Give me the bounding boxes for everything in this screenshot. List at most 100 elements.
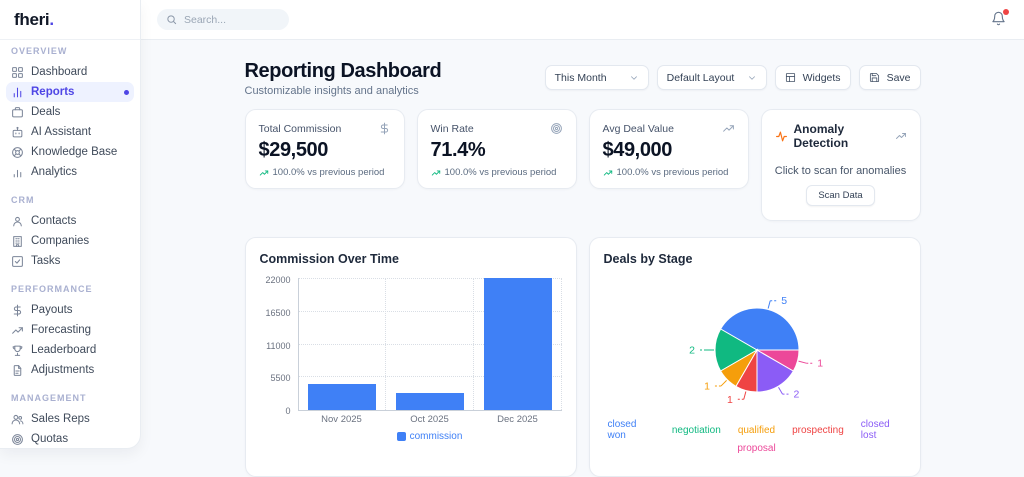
legend-item-prospecting[interactable]: prospecting [788, 419, 844, 441]
trending-up-icon [722, 122, 735, 135]
save-icon [869, 72, 880, 83]
legend-item-negotiation[interactable]: negotiation [668, 419, 721, 441]
target-icon [550, 122, 563, 135]
trending-up-icon [431, 168, 441, 178]
topbar [141, 0, 1024, 40]
period-select[interactable]: This Month [544, 65, 649, 90]
bar-chart: 0 5500 11000 16500 22000 [260, 275, 562, 416]
pie-chart-legend: closed won negotiation qualified prospectin… [604, 419, 906, 454]
legend-item-closed-won[interactable]: closed won [604, 419, 655, 441]
x-tick-label: Nov 2025 [321, 414, 362, 425]
sidebar-item-deals[interactable]: Deals [6, 102, 134, 122]
kpi-card-avg-deal-value: Avg Deal Value $49,000 100.0% vs previous … [588, 109, 749, 189]
knowledge-base-icon [11, 146, 24, 159]
sidebar-item-label: Forecasting [31, 324, 92, 336]
charts-row: Commission Over Time 0 5500 11000 16500 2200… [244, 237, 921, 477]
y-tick-label: 22000 [265, 275, 291, 286]
legend-item-qualified[interactable]: qualified [734, 419, 775, 441]
legend-label: proposal [737, 443, 776, 454]
gridline [298, 311, 562, 313]
logo: fheri. [0, 0, 140, 40]
trending-up-icon [895, 130, 907, 142]
pie-data-label: 2 [793, 389, 799, 401]
sidebar-item-knowledge-base[interactable]: Knowledge Base [6, 142, 134, 162]
pie-data-label: 5 [781, 295, 787, 307]
legend-item-closed-lost[interactable]: closed lost [857, 419, 906, 441]
dollar-icon [378, 122, 391, 135]
kpi-label: Avg Deal Value [602, 122, 674, 135]
sidebar-item-ai-assistant[interactable]: AI Assistant [6, 122, 134, 142]
tasks-icon [11, 255, 24, 268]
analytics-icon [11, 166, 24, 179]
pie-data-label: 1 [704, 381, 710, 393]
y-tick-label: 11000 [266, 340, 291, 351]
search-icon [166, 14, 177, 25]
kpi-trend-text: 100.0% vs previous period [272, 167, 385, 178]
anomaly-message: Click to scan for anomalies [774, 165, 907, 177]
gridline-vertical [385, 278, 387, 410]
sidebar-item-forecasting[interactable]: Forecasting [6, 320, 134, 340]
notifications-button[interactable] [989, 8, 1009, 31]
chevron-down-icon [747, 73, 757, 83]
sidebar-item-label: Quotas [31, 433, 69, 445]
legend-label: commission [409, 431, 463, 442]
sidebar-item-tasks[interactable]: Tasks [6, 251, 134, 271]
legend-item-proposal[interactable]: proposal [733, 443, 775, 454]
pie-slice-negotiation [714, 328, 758, 372]
pie-slice-closed-lost [756, 349, 794, 393]
y-tick-label: 0 [285, 406, 291, 416]
kpi-value: $49,000 [602, 139, 673, 161]
scan-data-button[interactable]: Scan Data [806, 185, 875, 206]
period-select-value: This Month [554, 71, 607, 84]
legend-label: qualified [737, 424, 776, 436]
widgets-button[interactable]: Widgets [774, 65, 851, 90]
sidebar-item-adjustments[interactable]: Adjustments [6, 360, 134, 380]
kpi-value: $29,500 [258, 139, 329, 161]
legend-label: closed lost [860, 419, 890, 441]
sidebar-item-companies[interactable]: Companies [6, 231, 134, 251]
pie-label-line [777, 386, 783, 395]
sidebar: fheri. OVERVIEW Dashboard Reports Deals AI A… [0, 0, 141, 449]
sidebar-item-label: Knowledge Base [31, 146, 118, 158]
sidebar-item-label: AI Assistant [31, 126, 92, 138]
anomaly-card-title: Anomaly Detection [793, 122, 849, 150]
sidebar-item-label: Deals [31, 106, 61, 118]
sidebar-item-contacts[interactable]: Contacts [6, 211, 134, 231]
gridline-vertical [560, 278, 562, 410]
search-input[interactable] [157, 9, 289, 30]
sidebar-item-quotas[interactable]: Quotas [6, 429, 134, 449]
sidebar-item-reports[interactable]: Reports [6, 82, 134, 102]
sidebar-item-analytics[interactable]: Analytics [6, 162, 134, 182]
sidebar-item-leaderboard[interactable]: Leaderboard [6, 340, 134, 360]
kpi-trend-text: 100.0% vs previous period [616, 167, 729, 178]
deals-icon [11, 106, 24, 119]
kpi-row: Total Commission $29,500 100.0% vs previou… [244, 109, 921, 221]
sidebar-item-payouts[interactable]: Payouts [6, 300, 134, 320]
pie-chart: 5 2 1 1 2 1 [604, 278, 906, 416]
page-title: Reporting Dashboard [244, 60, 442, 82]
kpi-trend: 100.0% vs previous period [603, 167, 735, 178]
x-tick-label: Oct 2025 [410, 414, 449, 425]
contacts-icon [11, 215, 24, 228]
kpi-trend: 100.0% vs previous period [431, 167, 563, 178]
anomaly-detection-card[interactable]: Anomaly Detection Click to scan for anom… [760, 109, 921, 221]
sidebar-item-label: Adjustments [31, 364, 95, 376]
bar-chart-legend: commission [298, 431, 562, 442]
legend-item-commission[interactable]: commission [396, 431, 463, 442]
reports-icon [11, 86, 24, 99]
save-button[interactable]: Save [858, 65, 921, 90]
sidebar-item-dashboard[interactable]: Dashboard [6, 62, 134, 82]
kpi-card-header: Win Rate [431, 122, 563, 135]
pie-data-label: 1 [817, 358, 823, 370]
bar-chart-y-axis: 0 5500 11000 16500 22000 [260, 275, 298, 416]
pie-data-label: 1 [726, 394, 732, 406]
sidebar-item-label: Payouts [31, 304, 73, 316]
layout-select[interactable]: Default Layout [656, 65, 767, 90]
legend-row: closed won negotiation qualified prospectin… [604, 419, 906, 441]
page-header: Reporting Dashboard Customizable insight… [245, 60, 921, 97]
widgets-button-label: Widgets [802, 71, 841, 84]
deals-by-stage-card: Deals by Stage 5 2 1 1 2 1 closed won negotiat… [588, 237, 921, 477]
ai-assistant-icon [11, 126, 24, 139]
sidebar-item-sales-reps[interactable]: Sales Reps [6, 409, 134, 429]
leaderboard-icon [11, 344, 24, 357]
